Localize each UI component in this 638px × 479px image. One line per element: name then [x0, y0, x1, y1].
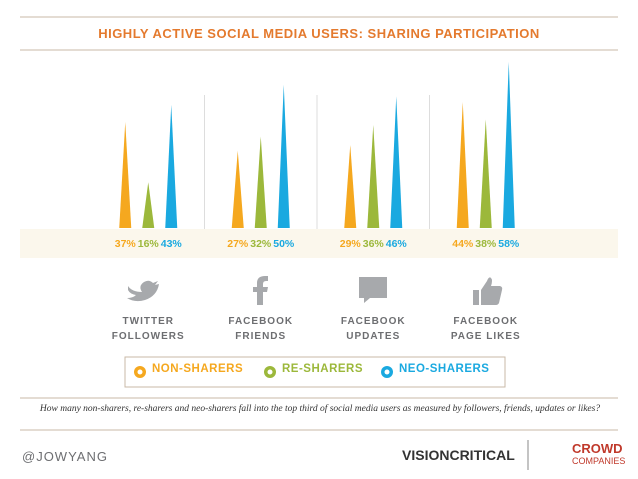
value-label: 58%	[498, 238, 520, 250]
caption: How many non-sharers, re-sharers and neo…	[39, 404, 601, 414]
chart-title: HIGHLY ACTIVE SOCIAL MEDIA USERS: SHARIN…	[98, 26, 540, 41]
bar	[231, 150, 244, 228]
legend-label: RE-SHARERS	[282, 363, 364, 375]
label-band	[20, 229, 618, 258]
partner-name: COMPANIES	[572, 456, 626, 466]
value-label: 27%	[227, 238, 249, 250]
bar	[119, 122, 132, 228]
partner-name: CROWD	[572, 441, 623, 456]
legend-marker-inner	[384, 369, 390, 375]
x-tick-label: FACEBOOK PAGE LIKES	[450, 316, 521, 342]
legend-marker-inner	[267, 369, 273, 375]
x-tick-label: TWITTER FOLLOWERS	[111, 316, 185, 342]
value-label: 50%	[273, 238, 295, 250]
bar	[165, 104, 178, 228]
value-label: 36%	[363, 238, 385, 250]
bar	[479, 119, 492, 228]
comment-icon	[359, 277, 387, 303]
legend-box	[124, 356, 506, 388]
value-label: 43%	[161, 238, 183, 250]
value-label: 38%	[475, 238, 497, 250]
bar	[344, 145, 357, 228]
bar	[502, 62, 515, 228]
value-label: 44%	[452, 238, 474, 250]
facebook-icon	[253, 276, 268, 305]
legend-marker-inner	[137, 369, 143, 375]
handle: @JOWYANG	[22, 449, 108, 464]
x-tick-label: FACEBOOK UPDATES	[340, 316, 406, 342]
legend-label: NEO-SHARERS	[399, 363, 490, 375]
twitter-icon	[127, 280, 159, 302]
bar	[456, 102, 469, 228]
bar	[367, 124, 380, 228]
bar	[142, 182, 155, 228]
value-label: 37%	[115, 238, 137, 250]
value-label: 32%	[250, 238, 272, 250]
bar	[390, 96, 403, 229]
x-tick-label: FACEBOOK FRIENDS	[228, 316, 294, 342]
bar	[254, 136, 267, 228]
brand: VISIONCRITICAL	[402, 447, 515, 463]
value-label: 46%	[386, 238, 408, 250]
icons	[127, 276, 503, 305]
value-label: 16%	[138, 238, 160, 250]
value-label: 29%	[340, 238, 362, 250]
like-icon	[473, 277, 503, 305]
legend-label: NON-SHARERS	[152, 363, 244, 375]
bar	[277, 84, 290, 229]
